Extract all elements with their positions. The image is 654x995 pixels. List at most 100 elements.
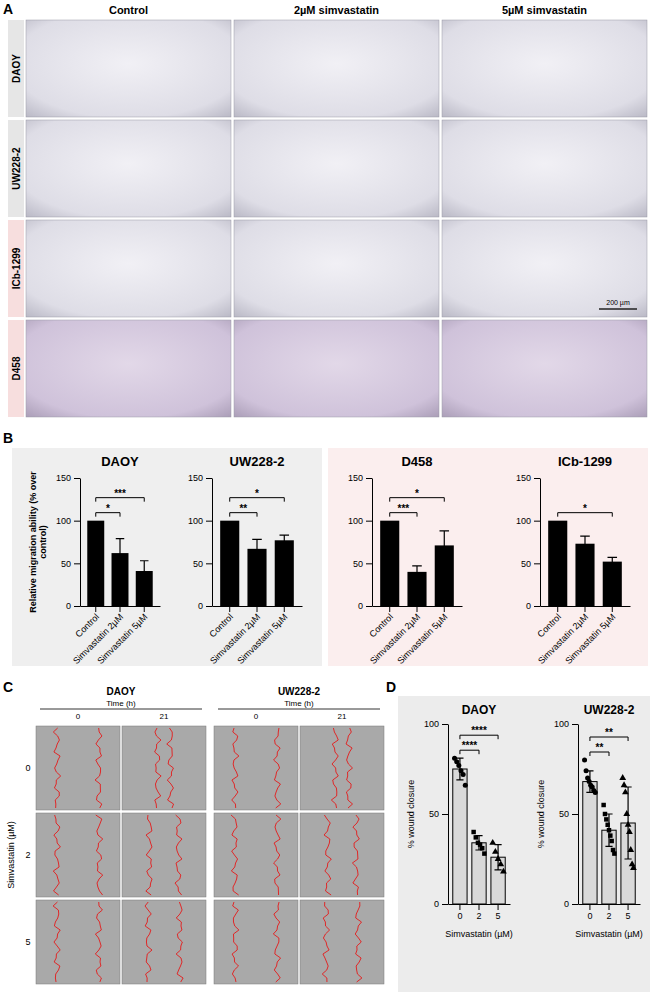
bar bbox=[548, 521, 567, 606]
tick-mark bbox=[589, 904, 590, 910]
tick-label: 0 bbox=[198, 601, 203, 611]
row-label: UW228-2 bbox=[11, 147, 22, 190]
wound-image bbox=[300, 813, 384, 897]
tick: Simvastatin 2µM bbox=[536, 606, 590, 666]
row-label-strip bbox=[8, 120, 24, 217]
tick-mark bbox=[74, 563, 80, 564]
y-axis: 050100 bbox=[424, 719, 449, 909]
plot-area bbox=[548, 521, 622, 606]
tick-label: Simvastatin 5µM bbox=[235, 612, 289, 666]
significance-label: *** bbox=[398, 503, 410, 514]
axis-line bbox=[212, 479, 213, 607]
significance-label: *** bbox=[114, 488, 126, 499]
tick-mark bbox=[444, 606, 445, 612]
tick: 0 bbox=[434, 899, 448, 909]
tick: Simvastatin 5µM bbox=[95, 606, 149, 666]
axis-line bbox=[578, 725, 579, 905]
x-axis: 025 bbox=[449, 904, 511, 921]
data-point bbox=[623, 810, 630, 816]
tick: 0 bbox=[198, 601, 212, 611]
data-point bbox=[593, 790, 598, 795]
data-point bbox=[629, 860, 636, 866]
tick-mark bbox=[417, 606, 418, 612]
wound-edge bbox=[232, 902, 239, 982]
tick: 100 bbox=[348, 516, 372, 526]
error-bar bbox=[586, 771, 593, 793]
text-line: % wound closure bbox=[536, 780, 546, 849]
wound-image bbox=[214, 900, 298, 984]
bar bbox=[472, 843, 486, 904]
tick-mark bbox=[206, 478, 212, 479]
tick-mark bbox=[534, 606, 540, 607]
wound-image bbox=[36, 813, 120, 897]
tick-mark bbox=[479, 904, 480, 910]
time-label: 21 bbox=[338, 712, 347, 721]
tick-mark bbox=[229, 606, 230, 612]
tick: 5 bbox=[496, 904, 501, 921]
panel-letter: A bbox=[3, 1, 13, 17]
text-line: Relative migration ability (% over bbox=[28, 471, 38, 613]
significance-label: ** bbox=[596, 742, 604, 753]
plot-area bbox=[380, 521, 454, 606]
tick: Simvastatin 5µM bbox=[395, 606, 449, 666]
panel-background bbox=[398, 696, 650, 992]
x-axis: ControlSimvastatin 2µMSimvastatin 5µM bbox=[535, 606, 630, 666]
data-point bbox=[482, 851, 486, 855]
tick-mark bbox=[366, 478, 372, 479]
dose-label: 2 bbox=[25, 850, 30, 860]
tick-label: 150 bbox=[348, 473, 363, 483]
data-point bbox=[604, 817, 608, 821]
tick-label: 0 bbox=[526, 601, 531, 611]
row-label-strip bbox=[8, 220, 24, 317]
row-label: DAOY bbox=[11, 54, 22, 83]
data-point bbox=[619, 774, 626, 780]
tick-label: Simvastatin 5µM bbox=[95, 612, 149, 666]
tick-mark bbox=[628, 904, 629, 910]
data-point bbox=[489, 839, 496, 845]
time-label: 0 bbox=[76, 712, 81, 721]
error-bar bbox=[140, 561, 148, 581]
tick-mark bbox=[534, 478, 540, 479]
axis-title: % wound closure bbox=[406, 780, 416, 849]
panel-letter: B bbox=[3, 430, 13, 446]
tick-mark bbox=[442, 814, 448, 815]
data-point bbox=[471, 830, 475, 834]
wound-image bbox=[122, 726, 206, 810]
tick: Control bbox=[535, 606, 563, 639]
tick-mark bbox=[74, 478, 80, 479]
y-axis: 050100150 bbox=[188, 473, 213, 611]
tick: 150 bbox=[348, 473, 372, 483]
tick-label: 50 bbox=[353, 559, 363, 569]
tick-mark bbox=[144, 606, 145, 612]
tick: 2 bbox=[606, 904, 611, 921]
tick: 5 bbox=[626, 904, 631, 921]
significance-label: ** bbox=[239, 503, 247, 514]
data-point bbox=[630, 864, 637, 870]
chart-title: UW228-2 bbox=[584, 703, 635, 717]
tick: 50 bbox=[559, 809, 578, 819]
tick: 100 bbox=[188, 516, 212, 526]
tick-label: 100 bbox=[348, 516, 363, 526]
tick-mark bbox=[534, 521, 540, 522]
wound-image bbox=[300, 726, 384, 810]
tick: 0 bbox=[457, 904, 462, 921]
tick-mark bbox=[366, 521, 372, 522]
wound-image bbox=[122, 900, 206, 984]
wound-edge bbox=[95, 728, 102, 808]
figure: ABCDControl2µM simvastatin5µM simvastati… bbox=[0, 0, 654, 995]
tick-mark bbox=[284, 606, 285, 612]
error-bar bbox=[280, 535, 290, 545]
tick-label: 100 bbox=[554, 719, 569, 729]
wound-edge bbox=[274, 728, 281, 808]
scale-bar-label: 200 µm bbox=[606, 299, 630, 307]
tick-label: 5 bbox=[626, 911, 631, 921]
microscopy-image bbox=[26, 220, 231, 317]
wound-edge bbox=[352, 815, 359, 895]
wound-edge bbox=[53, 902, 60, 982]
panel-background bbox=[328, 448, 648, 666]
wound-edge bbox=[346, 728, 353, 808]
tick: 150 bbox=[56, 473, 80, 483]
tick-mark bbox=[74, 606, 80, 607]
bar bbox=[583, 782, 597, 904]
tick-label: 0 bbox=[358, 601, 363, 611]
